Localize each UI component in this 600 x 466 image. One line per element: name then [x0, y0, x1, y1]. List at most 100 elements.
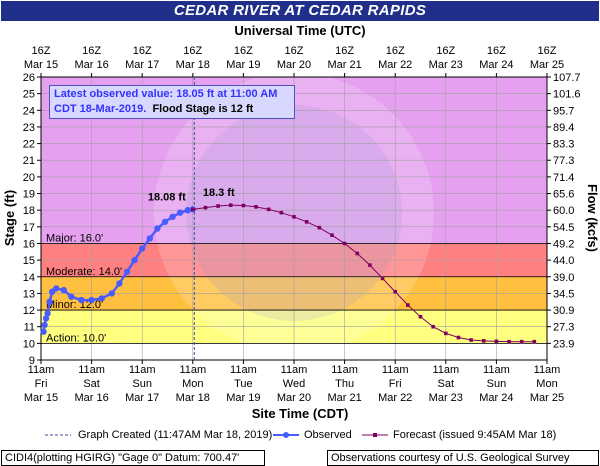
observed-point [44, 310, 51, 317]
flow-tick-label: 71.4 [553, 172, 574, 184]
utc-tick-label: 16Z [183, 45, 202, 57]
weekday-tick-label: Sun [132, 378, 152, 390]
forecast-point [469, 338, 473, 342]
legend-observed: Observed [304, 429, 352, 441]
stage-tick-label: 16 [23, 238, 35, 250]
utc-tick-label: 16Z [133, 45, 152, 57]
time-tick-label: 11am [28, 364, 55, 376]
observed-point [131, 256, 138, 264]
utc-date-tick-label: Mar 15 [24, 59, 58, 71]
forecast-point [431, 324, 435, 329]
flow-tick-label: 101.6 [553, 89, 581, 101]
observed-point [116, 280, 123, 287]
bottom-axis-title: Site Time (CDT) [252, 406, 349, 421]
date-tick-label: Mar 20 [277, 392, 311, 404]
forecast-peak-label: 18.3 ft [203, 187, 235, 199]
legend-forecast: Forecast (issued 9:45AM Mar 18) [393, 429, 557, 441]
utc-tick-label: 16Z [285, 45, 304, 57]
stage-tick-label: 13 [23, 288, 35, 300]
right-axis-title: Flow (kcfs) [585, 184, 600, 252]
date-tick-label: Mar 19 [226, 392, 260, 404]
observed-point [123, 268, 131, 275]
forecast-point [330, 233, 334, 237]
top-axis-title: Universal Time (UTC) [234, 23, 365, 38]
forecast-point [532, 339, 537, 344]
flow-tick-label: 27.3 [553, 322, 574, 334]
date-tick-label: Mar 21 [327, 392, 361, 404]
stage-tick-label: 21 [23, 155, 35, 167]
forecast-point [203, 205, 208, 210]
date-tick-label: Mar 17 [125, 392, 159, 404]
flow-tick-label: 49.2 [553, 238, 574, 250]
time-tick-label: 11am [534, 364, 561, 376]
time-tick-label: 11am [331, 364, 358, 376]
flow-tick-label: 89.4 [553, 122, 574, 134]
utc-tick-label: 16Z [32, 45, 51, 57]
weekday-tick-label: Fri [389, 378, 402, 390]
observed-point [176, 209, 184, 216]
forecast-point [355, 251, 360, 256]
observed-point [68, 293, 75, 300]
weekday-tick-label: Fri [35, 378, 48, 390]
flow-tick-label: 30.9 [553, 305, 574, 317]
flow-tick-label: 83.3 [553, 139, 574, 151]
weekday-tick-label: Tue [234, 378, 253, 390]
date-tick-label: Mar 22 [378, 392, 412, 404]
forecast-point [228, 203, 233, 207]
date-tick-label: Mar 24 [479, 392, 513, 404]
flood-category-label: Action: 10.0' [46, 332, 106, 344]
observation-date: CDT 18-Mar-2019. [54, 103, 147, 115]
forecast-point [456, 335, 461, 340]
utc-date-tick-label: Mar 21 [327, 59, 361, 71]
observed-swatch [273, 432, 299, 438]
utc-tick-label: 16Z [335, 45, 354, 57]
graph-created-swatch [45, 434, 71, 436]
utc-tick-label: 16Z [436, 45, 455, 57]
utc-date-tick-label: Mar 17 [125, 59, 159, 71]
flow-tick-label: 60.0 [553, 205, 574, 217]
forecast-point [191, 207, 195, 212]
flood-stage-note: Flood Stage is 12 ft [152, 103, 254, 115]
date-tick-label: Mar 25 [530, 392, 564, 404]
utc-tick-label: 16Z [82, 45, 101, 57]
observed-point [41, 321, 48, 329]
observation-date-line: CDT 18-Mar-2019. Flood Stage is 12 ft [54, 102, 290, 117]
forecast-point [519, 339, 524, 344]
time-tick-label: 11am [483, 364, 510, 376]
stage-tick-label: 23 [23, 122, 35, 134]
legend-graph-created: Graph Created (11:47AM Mar 18, 2019) [78, 429, 273, 441]
observed-point [139, 245, 146, 252]
latest-observation-box: Latest observed value: 18.05 ft at 11:00… [49, 85, 295, 119]
date-tick-label: Mar 18 [176, 392, 210, 404]
observed-point [88, 296, 95, 304]
observed-point [60, 286, 67, 294]
stage-tick-label: 11 [24, 322, 35, 334]
weekday-tick-label: Sat [438, 378, 455, 390]
forecast-point [444, 331, 448, 336]
observed-point [146, 235, 153, 242]
observed-point [98, 295, 105, 302]
weekday-tick-label: Wed [283, 378, 305, 390]
stage-tick-label: 12 [23, 305, 35, 317]
stage-tick-label: 26 [23, 72, 35, 84]
time-tick-label: 11am [281, 364, 308, 376]
forecast-point [418, 314, 423, 319]
forecast-point [241, 203, 246, 208]
forecast-point [254, 205, 258, 209]
stage-tick-label: 15 [23, 255, 35, 267]
observed-peak-label: 18.08 ft [148, 191, 186, 203]
forecast-swatch [362, 433, 388, 437]
flood-category-label: Minor: 12.0' [46, 299, 103, 311]
weekday-tick-label: Mon [536, 378, 557, 390]
stage-tick-label: 14 [23, 272, 35, 284]
forecast-point [342, 241, 347, 246]
flood-category-label: Moderate: 14.0' [46, 266, 122, 278]
stage-tick-label: 19 [23, 189, 35, 201]
forecast-point [481, 339, 486, 343]
flow-tick-label: 107.7 [553, 72, 581, 84]
forecast-point [266, 207, 271, 212]
datum-note: CIDI4(plotting HGIRG) "Gage 0" Datum: 70… [1, 450, 265, 466]
forecast-point [368, 263, 372, 267]
weekday-tick-label: Thu [335, 378, 354, 390]
utc-date-tick-label: Mar 23 [429, 59, 463, 71]
